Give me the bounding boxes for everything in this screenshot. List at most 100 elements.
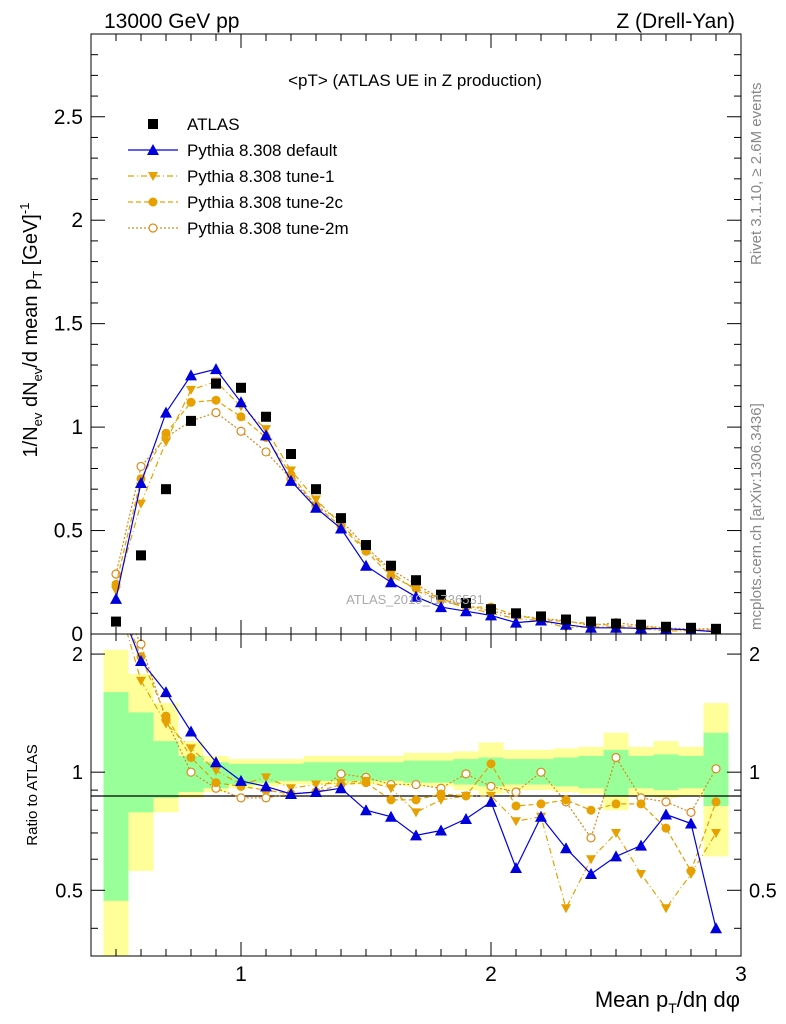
rivet-note: Rivet 3.1.10, ≥ 2.6M events <box>748 83 765 266</box>
main-tune2m-point <box>261 447 271 457</box>
main-ytick-label: 2 <box>71 209 83 232</box>
ratio-default-point <box>460 812 472 824</box>
ratio-tune2c-point <box>186 752 196 762</box>
main-default-point <box>460 605 472 617</box>
ratio-xtick-label: 2 <box>485 963 497 986</box>
main-atlas-point <box>361 540 371 551</box>
ratio-ytick-label-right: 2 <box>749 644 760 666</box>
main-tune2c-point <box>186 397 196 407</box>
main-atlas-point <box>236 382 246 393</box>
ratio-marks <box>126 634 722 934</box>
main-atlas-point <box>336 513 346 524</box>
ratio-default-point <box>610 850 622 862</box>
main-default-point <box>510 616 522 628</box>
process-label: Z (Drell-Yan) <box>616 10 735 33</box>
main-tune2c-point <box>211 395 221 405</box>
analysis-watermark: ATLAS_2019_I1736531 <box>346 592 484 607</box>
main-ytick-label: 2.5 <box>54 106 83 129</box>
ratio-tune2c-point <box>561 795 571 805</box>
legend: ATLAS Pythia 8.308 default Pythia 8.308 tu… <box>128 115 349 238</box>
main-default-point <box>335 522 347 534</box>
ratio-default-point <box>710 922 722 934</box>
ratio-tune2m-point <box>136 639 146 649</box>
main-atlas-point <box>486 604 496 615</box>
ratio-ytick-label: 1 <box>72 762 83 784</box>
ratio-ytick-label: 2 <box>72 644 83 666</box>
ratio-xtick-label: 3 <box>735 963 747 986</box>
legend-marker <box>147 144 159 155</box>
ratio-default-point <box>285 787 297 799</box>
main-tune2m-point <box>136 461 146 472</box>
ratio-tune2c-point <box>161 711 171 721</box>
main-tune1-point <box>286 466 296 476</box>
ratio-tune2m-point <box>236 793 246 803</box>
main-default-point <box>385 576 397 588</box>
main-ytick-label: 1 <box>71 416 83 439</box>
main-atlas-point <box>311 484 321 495</box>
main-atlas-point <box>186 415 196 426</box>
ratio-tune2c-point <box>511 801 521 811</box>
ratio-default-point <box>510 861 522 873</box>
main-tune2c-point <box>236 412 246 422</box>
main-panel: ATLAS_2019_I1736531 0 0.5 1 1.5 2 2.5 <pT> (A… <box>17 33 742 646</box>
main-atlas-point <box>536 611 546 622</box>
main-tune2m-point <box>211 408 221 418</box>
legend-label: Pythia 8.308 tune-2c <box>187 193 343 212</box>
legend-label: Pythia 8.308 tune-2m <box>187 219 349 238</box>
ratio-default-point <box>360 804 372 816</box>
ratio-tune2m-point <box>336 769 346 779</box>
legend-label: ATLAS <box>187 115 240 134</box>
main-atlas-point <box>386 560 396 571</box>
main-default-point <box>310 501 322 513</box>
main-atlas-point <box>461 597 471 608</box>
ratio-default-point <box>435 824 447 836</box>
ratio-ylabel: Ratio to ATLAS <box>24 744 41 845</box>
uncertainty-band-inner <box>128 712 154 813</box>
ratio-xlabel: Mean pT/dη dφ <box>595 987 740 1016</box>
legend-marker <box>148 197 158 207</box>
uncertainty-band-inner <box>578 755 604 789</box>
uncertainty-band-inner <box>403 760 429 783</box>
ratio-default-point <box>310 786 322 798</box>
ratio-bands <box>103 649 729 956</box>
ratio-default-point <box>635 839 647 851</box>
ratio-tune1-point <box>561 904 571 914</box>
ratio-tune2c-point <box>661 823 671 833</box>
ratio-default-point <box>535 810 547 822</box>
ratio-default-point <box>585 868 597 880</box>
legend-marker <box>148 119 158 129</box>
main-default-point <box>235 396 247 408</box>
uncertainty-band-inner <box>353 762 379 781</box>
main-atlas-point <box>636 619 646 630</box>
main-atlas-point <box>661 621 671 632</box>
ratio-tune1-point <box>586 855 596 865</box>
main-default-point <box>135 476 147 488</box>
main-tune1-point <box>136 499 146 509</box>
plot-title: <pT> (ATLAS UE in Z production) <box>288 71 542 90</box>
ratio-default-point <box>185 725 197 737</box>
main-atlas-point <box>261 411 271 422</box>
ratio-tune1-point <box>686 870 696 880</box>
ratio-tune1-point <box>511 817 521 827</box>
legend-marker <box>148 223 158 233</box>
uncertainty-band-inner <box>428 760 454 783</box>
uncertainty-band-inner <box>653 754 679 791</box>
ratio-tune2c-point <box>386 795 396 805</box>
main-atlas-point <box>286 449 296 459</box>
ratio-ytick-label-right: 1 <box>749 762 760 784</box>
main-atlas-point <box>511 608 521 619</box>
ratio-tune2c-point <box>411 795 421 805</box>
ratio-tune1-point <box>136 676 146 686</box>
ratio-xtick-label: 1 <box>235 963 247 986</box>
main-ytick-label: 0 <box>71 623 83 646</box>
legend-marker <box>148 172 158 181</box>
ratio-tune2m-point <box>411 779 421 790</box>
ratio-tune2m-point <box>611 752 621 763</box>
ratio-tune2c-point <box>536 799 546 809</box>
ratio-tune1-point <box>211 766 221 776</box>
ratio-default-point <box>335 782 347 794</box>
ratio-tune1-point <box>636 870 646 880</box>
ratio-tune2m-point <box>661 797 671 807</box>
main-default-point <box>185 369 197 381</box>
